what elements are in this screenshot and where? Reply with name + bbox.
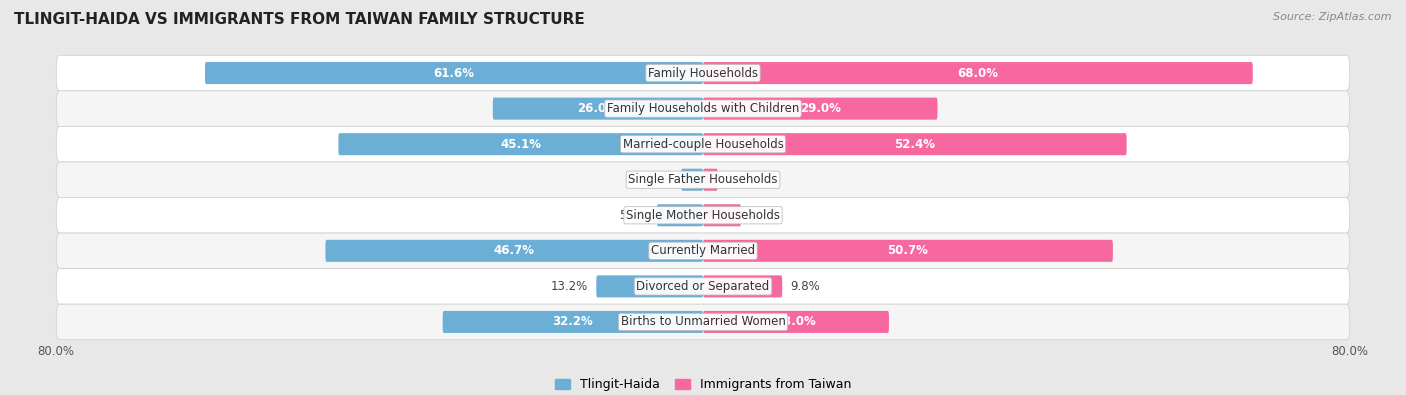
FancyBboxPatch shape: [56, 91, 1350, 126]
Text: 61.6%: 61.6%: [433, 67, 474, 79]
Text: 29.0%: 29.0%: [800, 102, 841, 115]
FancyBboxPatch shape: [703, 133, 1126, 155]
Text: 4.7%: 4.7%: [749, 209, 779, 222]
Text: Births to Unmarried Women: Births to Unmarried Women: [620, 316, 786, 328]
Text: Single Mother Households: Single Mother Households: [626, 209, 780, 222]
Text: Currently Married: Currently Married: [651, 245, 755, 257]
FancyBboxPatch shape: [703, 311, 889, 333]
Text: 23.0%: 23.0%: [776, 316, 817, 328]
Text: Divorced or Separated: Divorced or Separated: [637, 280, 769, 293]
Text: 45.1%: 45.1%: [501, 138, 541, 150]
FancyBboxPatch shape: [56, 162, 1350, 198]
FancyBboxPatch shape: [596, 275, 703, 297]
FancyBboxPatch shape: [443, 311, 703, 333]
FancyBboxPatch shape: [56, 55, 1350, 91]
FancyBboxPatch shape: [703, 204, 741, 226]
Text: 52.4%: 52.4%: [894, 138, 935, 150]
Text: 68.0%: 68.0%: [957, 67, 998, 79]
FancyBboxPatch shape: [56, 304, 1350, 340]
Text: 1.8%: 1.8%: [725, 173, 755, 186]
Text: Source: ZipAtlas.com: Source: ZipAtlas.com: [1274, 12, 1392, 22]
FancyBboxPatch shape: [657, 204, 703, 226]
FancyBboxPatch shape: [703, 275, 782, 297]
FancyBboxPatch shape: [703, 169, 717, 191]
Text: TLINGIT-HAIDA VS IMMIGRANTS FROM TAIWAN FAMILY STRUCTURE: TLINGIT-HAIDA VS IMMIGRANTS FROM TAIWAN …: [14, 12, 585, 27]
Text: 46.7%: 46.7%: [494, 245, 534, 257]
FancyBboxPatch shape: [56, 126, 1350, 162]
Text: 9.8%: 9.8%: [790, 280, 820, 293]
Text: Married-couple Households: Married-couple Households: [623, 138, 783, 150]
FancyBboxPatch shape: [56, 198, 1350, 233]
Text: 5.7%: 5.7%: [619, 209, 648, 222]
Text: 32.2%: 32.2%: [553, 316, 593, 328]
FancyBboxPatch shape: [325, 240, 703, 262]
FancyBboxPatch shape: [703, 98, 938, 120]
FancyBboxPatch shape: [56, 233, 1350, 269]
FancyBboxPatch shape: [205, 62, 703, 84]
Text: 50.7%: 50.7%: [887, 245, 928, 257]
Text: 26.0%: 26.0%: [578, 102, 619, 115]
FancyBboxPatch shape: [339, 133, 703, 155]
Text: Family Households: Family Households: [648, 67, 758, 79]
FancyBboxPatch shape: [703, 240, 1114, 262]
Text: 2.7%: 2.7%: [643, 173, 673, 186]
Text: Family Households with Children: Family Households with Children: [607, 102, 799, 115]
Text: 13.2%: 13.2%: [551, 280, 588, 293]
Text: Single Father Households: Single Father Households: [628, 173, 778, 186]
FancyBboxPatch shape: [681, 169, 703, 191]
FancyBboxPatch shape: [494, 98, 703, 120]
FancyBboxPatch shape: [703, 62, 1253, 84]
FancyBboxPatch shape: [56, 269, 1350, 304]
Legend: Tlingit-Haida, Immigrants from Taiwan: Tlingit-Haida, Immigrants from Taiwan: [550, 373, 856, 395]
